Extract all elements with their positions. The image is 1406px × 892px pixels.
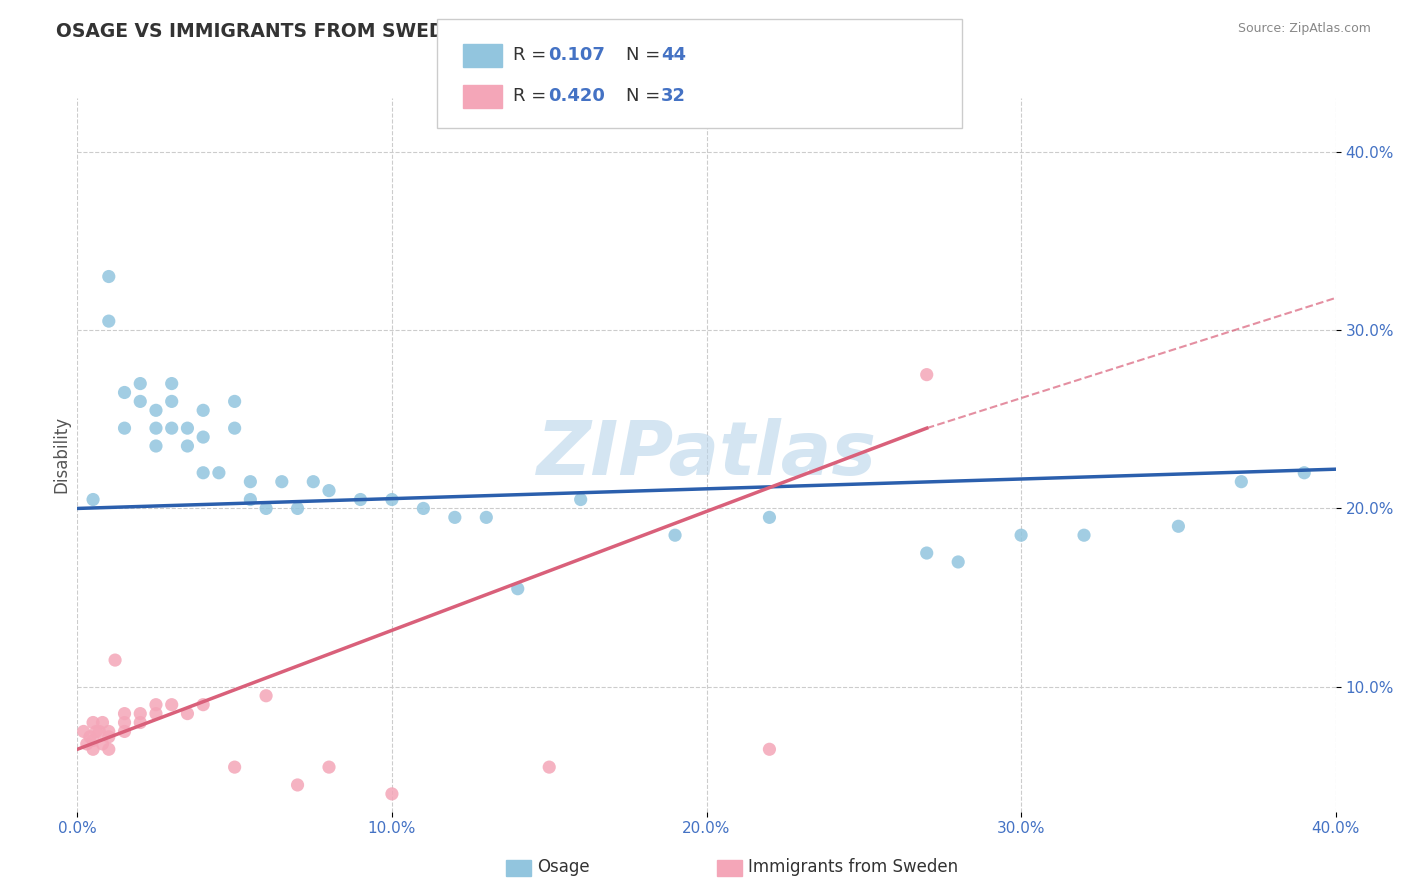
- Point: [145, 403, 167, 417]
- Point: [104, 653, 127, 667]
- Y-axis label: Disability: Disability: [52, 417, 70, 493]
- Point: [758, 742, 780, 756]
- Point: [1073, 528, 1095, 542]
- Point: [915, 546, 938, 560]
- Point: [176, 439, 198, 453]
- Point: [758, 510, 780, 524]
- Point: [191, 403, 215, 417]
- Point: [191, 466, 215, 480]
- Point: [82, 715, 104, 730]
- Point: [114, 715, 136, 730]
- Point: [302, 475, 325, 489]
- Point: [915, 368, 938, 382]
- Point: [1010, 528, 1032, 542]
- Text: N =: N =: [626, 46, 665, 64]
- Text: 0.107: 0.107: [548, 46, 605, 64]
- Point: [97, 314, 120, 328]
- Point: [475, 510, 498, 524]
- Point: [114, 421, 136, 435]
- Point: [145, 698, 167, 712]
- Point: [287, 778, 309, 792]
- Text: 44: 44: [661, 46, 686, 64]
- Point: [664, 528, 686, 542]
- Point: [948, 555, 970, 569]
- Point: [97, 724, 120, 739]
- Point: [160, 698, 183, 712]
- Text: Immigrants from Sweden: Immigrants from Sweden: [748, 858, 957, 876]
- Point: [1167, 519, 1189, 533]
- Point: [91, 737, 114, 751]
- Point: [444, 510, 467, 524]
- Point: [239, 492, 262, 507]
- Point: [287, 501, 309, 516]
- Point: [569, 492, 592, 507]
- Point: [114, 385, 136, 400]
- Point: [176, 706, 198, 721]
- Point: [254, 501, 277, 516]
- Point: [208, 466, 231, 480]
- Text: OSAGE VS IMMIGRANTS FROM SWEDEN DISABILITY CORRELATION CHART: OSAGE VS IMMIGRANTS FROM SWEDEN DISABILI…: [56, 22, 828, 41]
- Point: [412, 501, 434, 516]
- Point: [1230, 475, 1253, 489]
- Point: [191, 430, 215, 444]
- Point: [129, 394, 152, 409]
- Point: [114, 706, 136, 721]
- Point: [191, 698, 215, 712]
- Point: [506, 582, 529, 596]
- Point: [318, 483, 340, 498]
- Point: [145, 439, 167, 453]
- Point: [270, 475, 292, 489]
- Point: [381, 492, 404, 507]
- Point: [72, 724, 94, 739]
- Point: [114, 724, 136, 739]
- Point: [160, 394, 183, 409]
- Point: [84, 724, 107, 739]
- Point: [239, 475, 262, 489]
- Text: 0.420: 0.420: [548, 87, 605, 105]
- Point: [224, 421, 246, 435]
- Point: [381, 787, 404, 801]
- Point: [224, 394, 246, 409]
- Point: [1294, 466, 1316, 480]
- Point: [129, 706, 152, 721]
- Point: [176, 421, 198, 435]
- Point: [145, 421, 167, 435]
- Point: [129, 715, 152, 730]
- Point: [82, 492, 104, 507]
- Point: [254, 689, 277, 703]
- Text: ZIPatlas: ZIPatlas: [537, 418, 876, 491]
- Point: [97, 269, 120, 284]
- Point: [76, 737, 98, 751]
- Text: R =: R =: [513, 46, 553, 64]
- Point: [91, 715, 114, 730]
- Point: [318, 760, 340, 774]
- Point: [89, 724, 111, 739]
- Point: [160, 421, 183, 435]
- Point: [82, 742, 104, 756]
- Point: [82, 733, 104, 747]
- Point: [160, 376, 183, 391]
- Point: [538, 760, 561, 774]
- Point: [79, 730, 101, 744]
- Point: [97, 742, 120, 756]
- Point: [97, 730, 120, 744]
- Point: [349, 492, 371, 507]
- Point: [129, 376, 152, 391]
- Text: Source: ZipAtlas.com: Source: ZipAtlas.com: [1237, 22, 1371, 36]
- Text: N =: N =: [626, 87, 665, 105]
- Text: Osage: Osage: [537, 858, 589, 876]
- Point: [224, 760, 246, 774]
- Point: [145, 706, 167, 721]
- Text: 32: 32: [661, 87, 686, 105]
- Text: R =: R =: [513, 87, 553, 105]
